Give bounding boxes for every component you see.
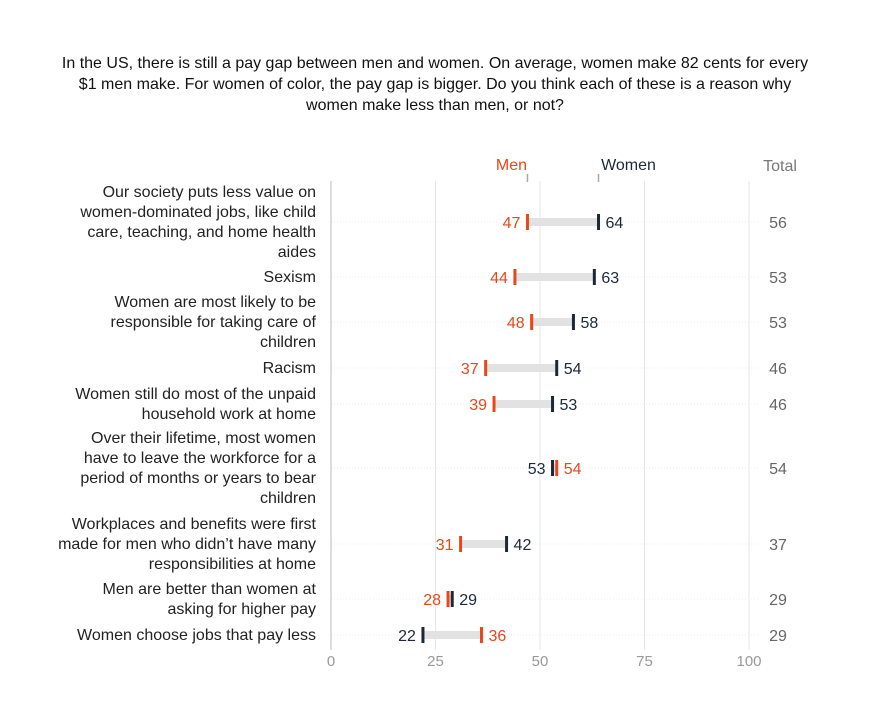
chart-title: In the US, there is still a pay gap betw… (61, 55, 809, 114)
men-marker (459, 536, 463, 552)
category-label: Sexism (264, 269, 316, 286)
axis-layer: 0 25 50 75 100 (327, 181, 762, 670)
women-marker (551, 396, 555, 412)
chart-row: Women are most likely to be responsible f… (111, 294, 787, 351)
women-value-label: 22 (398, 628, 416, 645)
women-value-label: 53 (560, 397, 578, 414)
chart-row: Over their lifetime, most women have to l… (80, 430, 787, 507)
range-bar (422, 631, 482, 639)
men-value-label: 47 (503, 215, 521, 232)
men-marker (479, 627, 483, 643)
chart-rows: Our society puts less value on women-domi… (58, 184, 787, 645)
women-marker (571, 314, 575, 330)
total-value-label: 37 (769, 537, 787, 554)
chart-row: Sexism 44 63 53 (264, 269, 787, 287)
women-value-label: 58 (580, 315, 598, 332)
range-bar (448, 595, 453, 603)
men-value-label: 36 (488, 628, 506, 645)
total-value-label: 46 (769, 361, 787, 378)
women-marker (592, 269, 596, 285)
total-value-label: 46 (769, 397, 787, 414)
men-value-label: 54 (564, 461, 582, 478)
men-value-label: 48 (507, 315, 525, 332)
total-value-label: 29 (769, 592, 787, 609)
range-bar (460, 540, 507, 548)
chart-row: Women choose jobs that pay less 36 22 29 (77, 627, 787, 645)
men-marker (484, 360, 488, 376)
range-bar (531, 318, 574, 326)
legend-women: Women (601, 157, 656, 174)
men-value-label: 31 (436, 537, 454, 554)
men-marker (525, 214, 529, 230)
x-tick-label: 100 (736, 653, 761, 670)
total-value-label: 56 (769, 215, 787, 232)
legend-men: Men (496, 157, 527, 174)
women-value-label: 63 (601, 270, 619, 287)
men-marker (513, 269, 517, 285)
x-tick-label: 75 (636, 653, 653, 670)
chart-row: Women still do most of the unpaid househo… (75, 386, 787, 423)
men-value-label: 44 (490, 270, 508, 287)
men-value-label: 39 (469, 397, 487, 414)
women-marker (505, 536, 509, 552)
legend-total: Total (763, 158, 797, 175)
men-value-label: 28 (423, 592, 441, 609)
category-label: Women are most likely to be responsible f… (111, 294, 317, 351)
men-marker (530, 314, 534, 330)
range-bar (552, 464, 557, 472)
category-label: Over their lifetime, most women have to l… (80, 430, 316, 507)
total-value-label: 53 (769, 270, 787, 287)
women-value-label: 42 (514, 537, 532, 554)
chart-row: Workplaces and benefits were first made f… (58, 516, 787, 573)
x-tick-label: 50 (532, 653, 549, 670)
total-value-label: 53 (769, 315, 787, 332)
women-value-label: 64 (606, 215, 624, 232)
women-marker (597, 214, 601, 230)
men-marker (446, 591, 450, 607)
range-bar (485, 364, 557, 372)
category-label: Men are better than women at asking for h… (103, 581, 317, 618)
women-marker (551, 460, 555, 476)
total-value-label: 29 (769, 628, 787, 645)
range-bar (527, 218, 599, 226)
men-marker (555, 460, 559, 476)
category-label: Racism (263, 360, 316, 377)
grid-layer (331, 181, 760, 650)
men-value-label: 37 (461, 361, 479, 378)
category-label: Women choose jobs that pay less (77, 627, 316, 644)
x-tick-label: 0 (327, 653, 335, 670)
women-marker (421, 627, 425, 643)
x-tick-label: 25 (427, 653, 444, 670)
women-value-label: 29 (459, 592, 477, 609)
women-value-label: 53 (528, 461, 546, 478)
chart-row: Racism 37 54 46 (263, 360, 787, 378)
women-marker (555, 360, 559, 376)
women-marker (450, 591, 454, 607)
legend: Men Women Total (496, 157, 797, 182)
chart-row: Men are better than women at asking for h… (103, 581, 787, 618)
category-label: Workplaces and benefits were first made f… (58, 516, 316, 573)
range-bar (514, 273, 595, 281)
women-value-label: 54 (564, 361, 582, 378)
category-label: Our society puts less value on women-domi… (79, 184, 316, 261)
men-marker (492, 396, 496, 412)
chart-row: Our society puts less value on women-domi… (79, 184, 787, 261)
category-label: Women still do most of the unpaid househo… (75, 386, 316, 423)
range-bar (494, 400, 553, 408)
total-value-label: 54 (769, 461, 787, 478)
